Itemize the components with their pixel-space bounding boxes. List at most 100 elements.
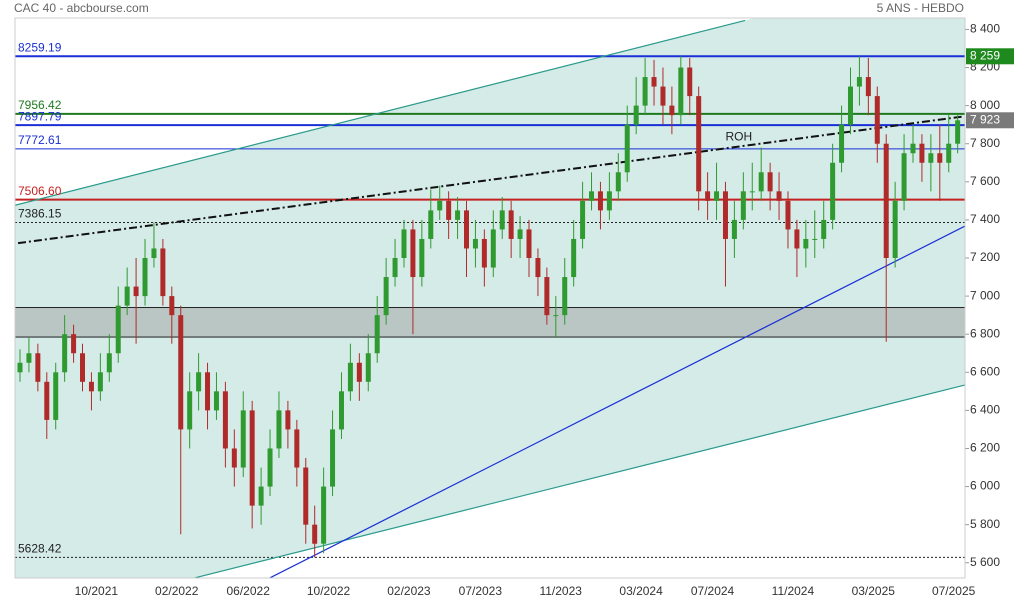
y-tick-label: 7 000: [970, 288, 1000, 302]
level-label: 7956.42: [18, 98, 62, 112]
candle-body: [669, 105, 675, 116]
x-tick-label: 06/2022: [226, 584, 270, 598]
candle-body: [740, 191, 746, 220]
candle-body: [401, 229, 407, 258]
price-tag: [966, 48, 1014, 65]
candle-body: [213, 391, 219, 411]
candle-body: [749, 191, 755, 193]
y-tick-label: 8 400: [970, 22, 1000, 36]
candle-body: [901, 153, 907, 201]
candle-body: [714, 191, 720, 201]
candle-body: [955, 120, 961, 144]
zone: [15, 307, 965, 338]
level-label: 8259.19: [18, 40, 62, 54]
candle-body: [106, 353, 112, 373]
y-tick-label: 6 200: [970, 441, 1000, 455]
candle-body: [249, 410, 255, 506]
candle-body: [758, 172, 764, 192]
candle-body: [437, 200, 443, 211]
chart-subtitle: 5 ANS - HEBDO: [877, 1, 964, 15]
candle-body: [651, 77, 657, 87]
candle-body: [481, 238, 487, 268]
level-label: 7772.61: [18, 133, 62, 147]
candle-body: [285, 410, 291, 430]
y-tick-label: 7 400: [970, 212, 1000, 226]
x-tick-label: 07/2023: [459, 584, 503, 598]
candle-body: [794, 229, 800, 249]
candle-body: [633, 105, 639, 125]
candle-body: [294, 429, 300, 468]
trend-line: [269, 225, 965, 578]
candle-body: [562, 277, 568, 316]
candle-body: [731, 219, 737, 239]
x-tick-label: 11/2023: [539, 584, 582, 598]
candle-body: [276, 410, 282, 449]
trend-line: [17, 115, 965, 245]
candle-body: [71, 334, 77, 354]
candle-body: [374, 315, 380, 354]
candle-body: [44, 381, 50, 420]
candle-body: [678, 67, 684, 116]
candle-body: [919, 143, 925, 163]
candle-body: [338, 391, 344, 430]
candle-body: [937, 153, 943, 163]
candle-body: [35, 353, 41, 382]
y-tick-label: 7 600: [970, 174, 1000, 188]
candle-body: [133, 286, 139, 297]
candle-body: [222, 391, 228, 449]
annotation: ROH: [726, 129, 753, 143]
x-tick-label: 11/2024: [772, 584, 815, 598]
candle-body: [928, 153, 934, 163]
candle-body: [365, 353, 371, 382]
candle-body: [321, 486, 327, 544]
candle-body: [589, 191, 595, 201]
candle-body: [419, 238, 425, 278]
candle-body: [606, 191, 612, 211]
candle-body: [722, 191, 728, 239]
candle-body: [776, 191, 782, 201]
candle-body: [517, 229, 523, 239]
candle-body: [580, 200, 586, 239]
candle-body: [267, 448, 273, 487]
candle-body: [347, 362, 353, 392]
x-tick-label: 07/2024: [691, 584, 735, 598]
x-tick-label: 02/2022: [155, 584, 199, 598]
candle-body: [767, 172, 773, 192]
candle-body: [785, 200, 791, 230]
candle-body: [544, 277, 550, 316]
candle-body: [178, 315, 184, 430]
candle-body: [142, 258, 148, 297]
candle-body: [865, 77, 871, 97]
candle-body: [446, 200, 452, 220]
candle-body: [187, 391, 193, 430]
price-tag-label: 8 259: [970, 48, 1000, 62]
x-tick-label: 07/2025: [932, 584, 976, 598]
candle-body: [464, 210, 469, 249]
candle-body: [499, 210, 505, 230]
candle-body: [455, 210, 461, 220]
y-tick-label: 6 600: [970, 364, 1000, 378]
candle-body: [53, 372, 59, 420]
candle-body: [196, 372, 202, 392]
x-tick-label: 03/2025: [852, 584, 896, 598]
y-tick-label: 6 800: [970, 326, 1000, 340]
candle-body: [892, 200, 898, 258]
candle-body: [472, 238, 478, 249]
candle-body: [80, 353, 86, 382]
candle-body: [642, 77, 648, 106]
candle-body: [258, 486, 264, 506]
candle-body: [231, 448, 237, 468]
candle-body: [312, 524, 318, 544]
price-tag-label: 7 923: [970, 112, 1000, 126]
candle-body: [490, 229, 496, 268]
candle-body: [803, 238, 809, 249]
y-tick-label: 7 200: [970, 250, 1000, 264]
channel-fill: [15, 18, 965, 578]
y-tick-label: 5 800: [970, 517, 1000, 531]
candle-body: [115, 305, 121, 354]
y-tick-label: 6 400: [970, 403, 1000, 417]
trend-line: [15, 19, 746, 206]
y-tick-label: 5 600: [970, 555, 1000, 569]
candle-body: [553, 315, 559, 317]
